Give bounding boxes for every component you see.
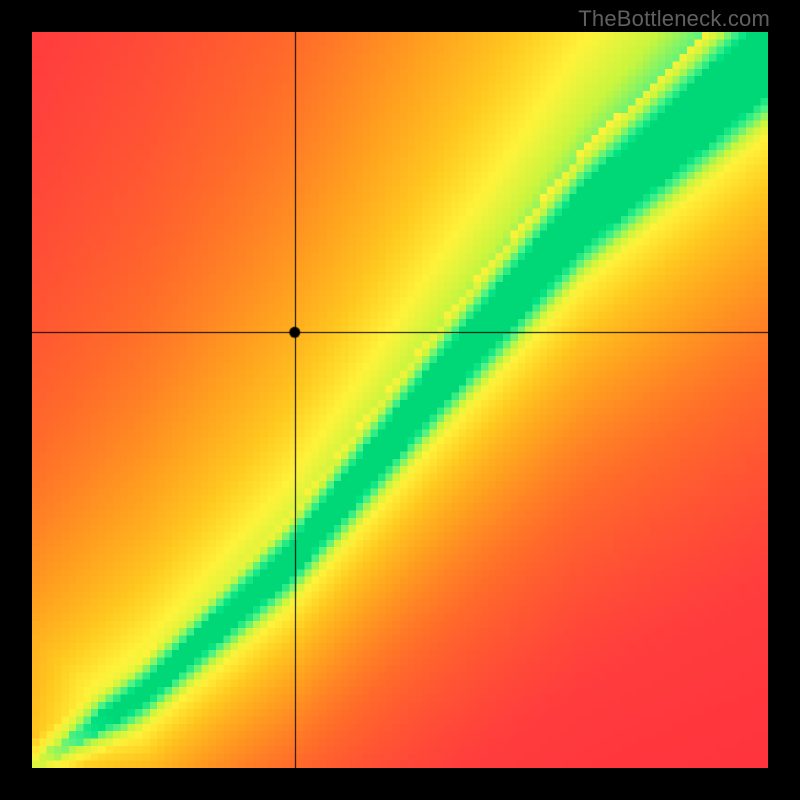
watermark-text: TheBottleneck.com bbox=[578, 6, 770, 32]
chart-container: TheBottleneck.com bbox=[0, 0, 800, 800]
crosshair-overlay bbox=[32, 32, 768, 768]
